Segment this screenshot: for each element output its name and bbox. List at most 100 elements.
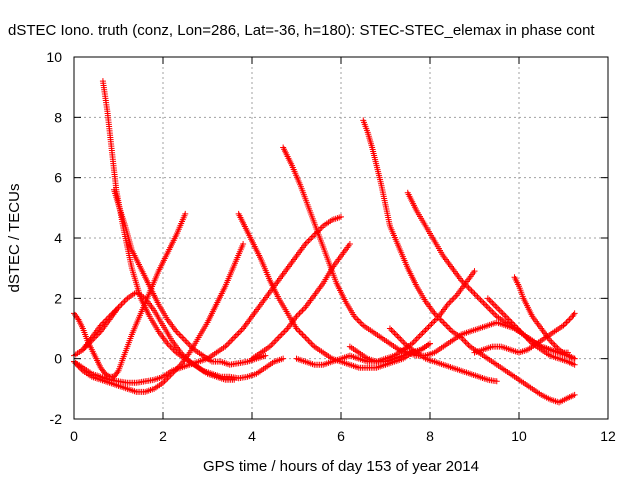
- x-tick-label: 8: [426, 428, 434, 444]
- data-point: [446, 325, 453, 332]
- data-point: [308, 340, 315, 347]
- data-point: [571, 391, 578, 398]
- data-point: [571, 361, 578, 368]
- data-point: [300, 305, 307, 312]
- data-point: [297, 330, 304, 337]
- x-tick-label: 10: [511, 428, 527, 444]
- data-point: [223, 342, 230, 349]
- data-point: [447, 327, 454, 334]
- data-point: [309, 342, 316, 349]
- series-7: [79, 304, 122, 353]
- data-point: [415, 334, 422, 341]
- data-point: [268, 342, 275, 349]
- data-point: [474, 293, 481, 300]
- data-point: [507, 317, 514, 324]
- data-point: [444, 323, 451, 330]
- data-point: [440, 319, 447, 326]
- data-point: [424, 325, 431, 332]
- data-point: [492, 302, 499, 309]
- y-axis-label: dSTEC / TECUs: [6, 184, 23, 293]
- data-point: [174, 330, 181, 337]
- data-point: [428, 320, 435, 327]
- data-point: [484, 295, 491, 302]
- data-point: [280, 330, 287, 337]
- data-point: [226, 339, 233, 346]
- data-point: [182, 210, 189, 217]
- data-point: [185, 340, 192, 347]
- data-point: [449, 296, 456, 303]
- data-point: [467, 286, 474, 293]
- data-point: [391, 330, 398, 337]
- data-point: [296, 310, 303, 317]
- data-point: [308, 235, 315, 241]
- data-point: [464, 340, 471, 347]
- data-point: [165, 342, 172, 349]
- data-point: [441, 320, 448, 327]
- data-point: [238, 327, 245, 334]
- data-point: [431, 317, 438, 324]
- data-point: [118, 301, 125, 308]
- data-point: [179, 334, 186, 341]
- data-point: [478, 298, 485, 305]
- data-point: [462, 339, 469, 346]
- data-point: [358, 320, 365, 327]
- data-point: [412, 337, 419, 344]
- data-point: [278, 331, 285, 338]
- data-point: [305, 238, 312, 245]
- y-tick-label: 2: [54, 290, 62, 306]
- data-point: [296, 328, 303, 335]
- data-point: [386, 325, 393, 332]
- data-point: [303, 336, 310, 343]
- data-point: [571, 310, 578, 317]
- data-point: [275, 334, 282, 341]
- data-point: [302, 334, 309, 341]
- data-point: [498, 308, 505, 315]
- series-4: [71, 210, 189, 380]
- x-tick-label: 0: [70, 428, 78, 444]
- data-point: [452, 293, 459, 300]
- data-point: [487, 298, 494, 305]
- data-point: [487, 307, 494, 314]
- data-point: [429, 319, 436, 326]
- data-point: [309, 233, 316, 240]
- data-point: [306, 339, 313, 346]
- data-point: [355, 317, 362, 324]
- data-point: [105, 372, 112, 379]
- data-point: [501, 311, 508, 318]
- data-point: [493, 378, 500, 385]
- data-point: [450, 295, 457, 302]
- x-tick-label: 12: [600, 428, 616, 444]
- data-point: [561, 320, 568, 327]
- data-point: [281, 328, 288, 335]
- data-point: [394, 333, 401, 340]
- data-point: [499, 310, 506, 317]
- data-point: [164, 375, 171, 382]
- data-point: [493, 304, 500, 311]
- gridlines: [74, 57, 608, 419]
- data-point: [571, 355, 578, 362]
- data-point: [489, 299, 496, 306]
- data-point: [484, 304, 491, 311]
- data-point: [418, 331, 425, 338]
- series-15: [484, 295, 578, 368]
- data-point: [122, 296, 129, 303]
- y-tick-label: 0: [54, 351, 62, 367]
- data-point: [398, 337, 405, 344]
- series-9: [280, 144, 571, 359]
- series-16: [511, 274, 578, 362]
- data-point: [432, 316, 439, 323]
- data-point: [177, 333, 184, 340]
- x-axis-label: GPS time / hours of day 153 of year 2014: [203, 458, 479, 475]
- series-11: [404, 189, 578, 362]
- data-point: [299, 331, 306, 338]
- data-point: [116, 302, 123, 309]
- series-14: [386, 325, 500, 385]
- data-point: [447, 298, 454, 305]
- data-point: [395, 334, 402, 341]
- y-tick-label: 8: [54, 109, 62, 125]
- series-17: [471, 310, 578, 356]
- series-10: [360, 117, 578, 406]
- data-point: [269, 340, 276, 347]
- data-point: [237, 328, 244, 335]
- data-point: [121, 298, 128, 305]
